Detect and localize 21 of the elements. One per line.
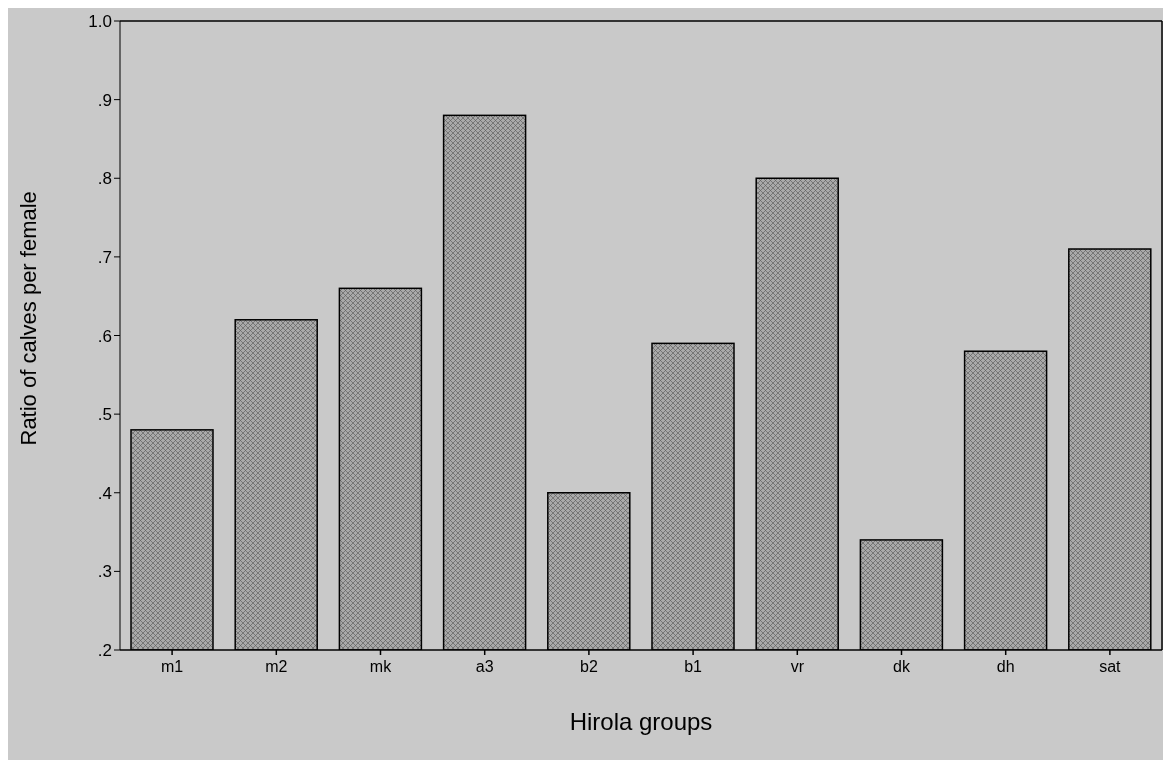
x-tick-label: m2 xyxy=(265,658,288,676)
y-tick-label: .8 xyxy=(97,169,112,189)
x-tick-label: vr xyxy=(790,658,805,676)
y-tick-label: .6 xyxy=(97,326,112,346)
x-axis-title: Hirola groups xyxy=(569,708,713,735)
y-tick-label: 1.0 xyxy=(88,12,112,32)
y-tick-label: .9 xyxy=(97,90,112,110)
y-tick-label: .3 xyxy=(97,562,112,582)
y-axis-title: Ratio of calves per female xyxy=(15,191,41,446)
x-tick-label: dh xyxy=(996,658,1015,676)
x-tick-label: m1 xyxy=(160,658,184,676)
y-tick-label: .4 xyxy=(97,483,112,503)
x-tick-label: mk xyxy=(369,658,393,676)
y-tick-label: .7 xyxy=(97,247,112,267)
x-tick-label: sat xyxy=(1099,658,1122,676)
x-tick-label: b1 xyxy=(684,658,703,676)
y-tick-label: .5 xyxy=(97,405,112,425)
x-tick-label: a3 xyxy=(475,658,494,676)
y-tick-label: .2 xyxy=(97,641,112,661)
x-tick-label: dk xyxy=(893,658,911,676)
x-tick-label: b2 xyxy=(580,658,598,676)
